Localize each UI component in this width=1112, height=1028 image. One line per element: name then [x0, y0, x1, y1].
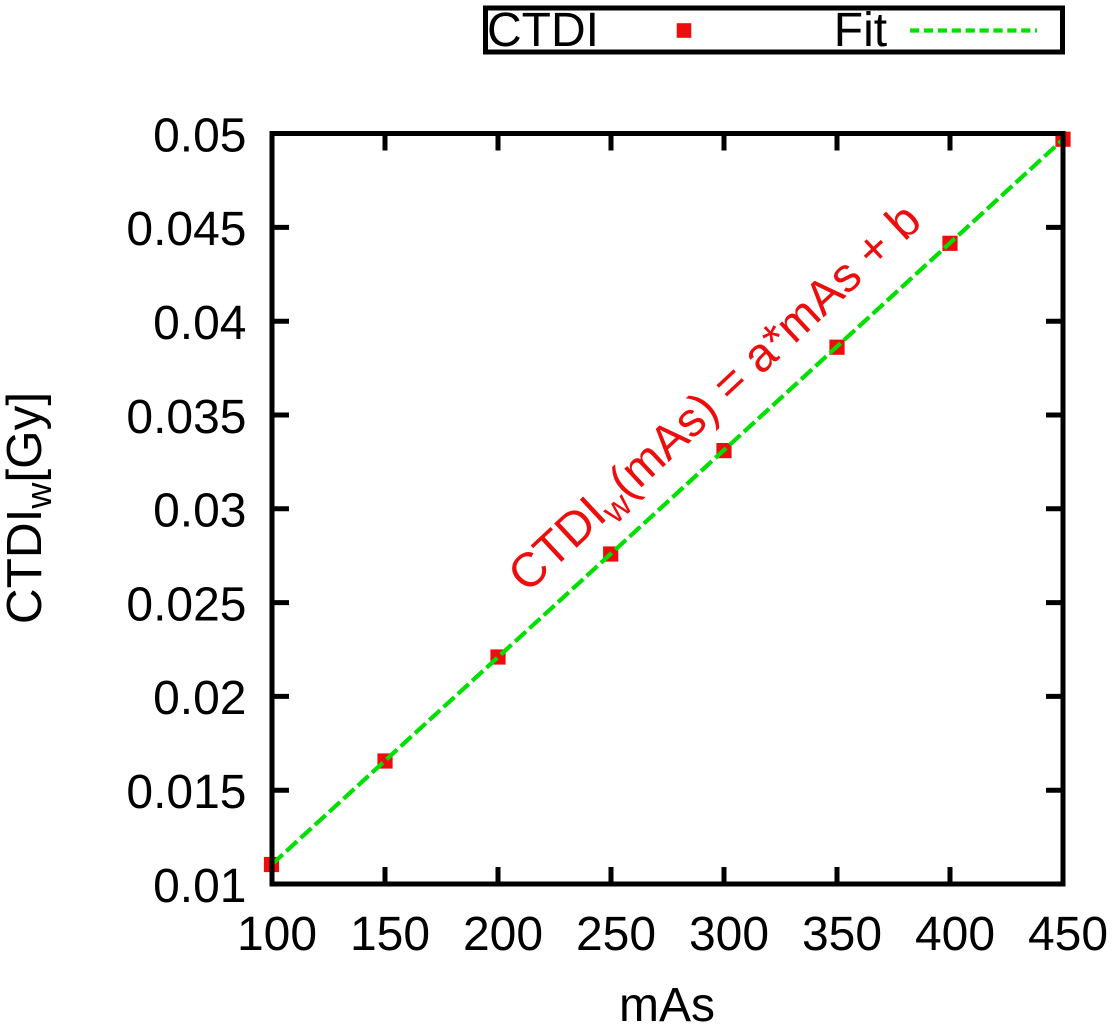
svg-text:CTDIw[Gy]: CTDIw[Gy] [0, 392, 59, 624]
svg-text:mAs: mAs [619, 979, 715, 1028]
svg-text:150: 150 [350, 908, 430, 961]
svg-text:0.025: 0.025 [126, 578, 246, 631]
svg-text:0.03: 0.03 [153, 485, 246, 538]
svg-text:CTDIw(mAs) = a*mAs + b: CTDIw(mAs) = a*mAs + b [498, 193, 936, 607]
svg-text:0.01: 0.01 [153, 860, 246, 913]
svg-text:100: 100 [237, 908, 317, 961]
svg-text:400: 400 [915, 908, 995, 961]
svg-text:CTDI: CTDI [487, 4, 599, 57]
svg-text:450: 450 [1028, 908, 1108, 961]
svg-text:0.02: 0.02 [153, 672, 246, 725]
svg-text:250: 250 [576, 908, 656, 961]
svg-text:0.035: 0.035 [126, 391, 246, 444]
svg-text:0.05: 0.05 [153, 109, 246, 162]
svg-text:200: 200 [463, 908, 543, 961]
svg-text:0.04: 0.04 [153, 297, 246, 350]
svg-text:0.015: 0.015 [126, 766, 246, 819]
svg-text:300: 300 [689, 908, 769, 961]
svg-text:0.045: 0.045 [126, 203, 246, 256]
svg-text:Fit: Fit [834, 4, 887, 57]
svg-text:350: 350 [802, 908, 882, 961]
